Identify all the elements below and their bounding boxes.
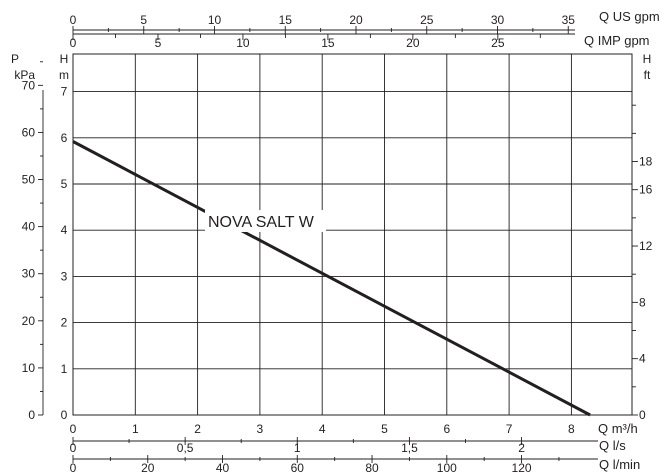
x-tick-label-usgpm: 5 <box>140 13 147 27</box>
plot-frame <box>72 53 633 416</box>
y-tick-label-kpa: 40 <box>22 220 36 234</box>
top-secondary-axis-label: Q IMP gpm <box>584 33 650 48</box>
y-tick-label-m: 2 <box>61 316 68 330</box>
y-tick-label-m: 7 <box>61 85 68 99</box>
x-tick-label-m3h: 7 <box>506 422 513 436</box>
x-tick-label-m3h: 1 <box>132 422 139 436</box>
x-tick-label-impgpm: 0 <box>70 36 77 50</box>
x-tick-label-impgpm: 20 <box>406 36 420 50</box>
x-tick-label-usgpm: 30 <box>491 13 505 27</box>
x-tick-label-usgpm: 0 <box>70 13 77 27</box>
y-tick-label-ft: 4 <box>639 352 646 366</box>
y-tick-label-ft: 0 <box>639 408 646 422</box>
x-tick-label-lmin: 60 <box>291 461 305 475</box>
y-tick-label-ft: 8 <box>639 295 646 309</box>
series-annotation: NOVA SALT W <box>208 214 315 231</box>
y-tick-label-ft: 16 <box>639 183 653 197</box>
x-tick-label-usgpm: 35 <box>562 13 576 27</box>
x-tick-label-m3h: 5 <box>381 422 388 436</box>
x-tick-label-impgpm: 10 <box>236 36 250 50</box>
y-tick-label-m: 0 <box>61 408 68 422</box>
series-label-background <box>205 210 326 232</box>
x-tick-label-ls: 0 <box>70 441 77 455</box>
x-tick-label-usgpm: 15 <box>279 13 293 27</box>
x-tick-label-lmin: 100 <box>437 461 457 475</box>
x-tick-label-ls: 1 <box>294 441 301 455</box>
right-axis-label-bottom: ft <box>644 68 651 82</box>
bottom-tertiary-axis-label: Q l/min <box>599 457 640 472</box>
left-primary-axis-label-bottom: m <box>59 68 69 82</box>
y-tick-label-kpa: 60 <box>22 125 36 139</box>
y-tick-label-ft: 12 <box>639 239 653 253</box>
y-tick-label-kpa: 30 <box>22 267 36 281</box>
y-tick-label-kpa: 0 <box>28 408 35 422</box>
series <box>72 140 591 417</box>
y-tick-label-m: 5 <box>61 177 68 191</box>
y-tick-label-ft: 18 <box>639 155 653 169</box>
right-axis-label-top: H <box>643 52 652 66</box>
x-tick-label-lmin: 120 <box>512 461 532 475</box>
x-tick-label-ls: 0,5 <box>177 441 194 455</box>
bottom-primary-axis-label: Q m³/h <box>598 421 638 436</box>
bottom-secondary-axis-label: Q l/s <box>599 438 626 453</box>
y-tick-label-kpa: 10 <box>22 361 36 375</box>
y-tick-label-kpa: 20 <box>22 314 36 328</box>
x-tick-label-impgpm: 25 <box>491 36 505 50</box>
x-tick-label-lmin: 80 <box>365 461 379 475</box>
x-tick-label-impgpm: 5 <box>155 36 162 50</box>
x-tick-label-usgpm: 10 <box>208 13 222 27</box>
x-tick-label-ls: 1,5 <box>401 441 418 455</box>
x-tick-label-usgpm: 25 <box>420 13 434 27</box>
grid <box>73 54 632 415</box>
x-tick-label-m3h: 3 <box>257 422 264 436</box>
x-tick-label-m3h: 8 <box>568 422 575 436</box>
y-tick-label-m: 6 <box>61 131 68 145</box>
x-tick-label-m3h: 0 <box>70 422 77 436</box>
x-tick-label-m3h: 2 <box>194 422 201 436</box>
series-line-nova-salt-w <box>72 140 591 417</box>
x-tick-label-lmin: 0 <box>70 461 77 475</box>
x-tick-label-lmin: 20 <box>141 461 155 475</box>
x-tick-label-m3h: 4 <box>319 422 326 436</box>
left-secondary-axis-label-bottom: kPa <box>14 68 35 82</box>
x-tick-label-lmin: 40 <box>216 461 230 475</box>
y-tick-label-kpa: 70 <box>22 78 36 92</box>
y-tick-label-m: 1 <box>61 362 68 376</box>
x-tick-label-ls: 2 <box>518 441 525 455</box>
top-primary-axis-label: Q US gpm <box>599 9 660 24</box>
x-tick-label-impgpm: 15 <box>321 36 335 50</box>
y-tick-label-m: 3 <box>61 269 68 283</box>
y-tick-label-m: 4 <box>61 223 68 237</box>
left-primary-axis-label-top: H <box>60 52 69 66</box>
x-tick-label-m3h: 6 <box>443 422 450 436</box>
left-secondary-axis-label-top: P <box>11 52 19 66</box>
y-tick-label-kpa: 50 <box>22 173 36 187</box>
x-tick-label-usgpm: 20 <box>349 13 363 27</box>
